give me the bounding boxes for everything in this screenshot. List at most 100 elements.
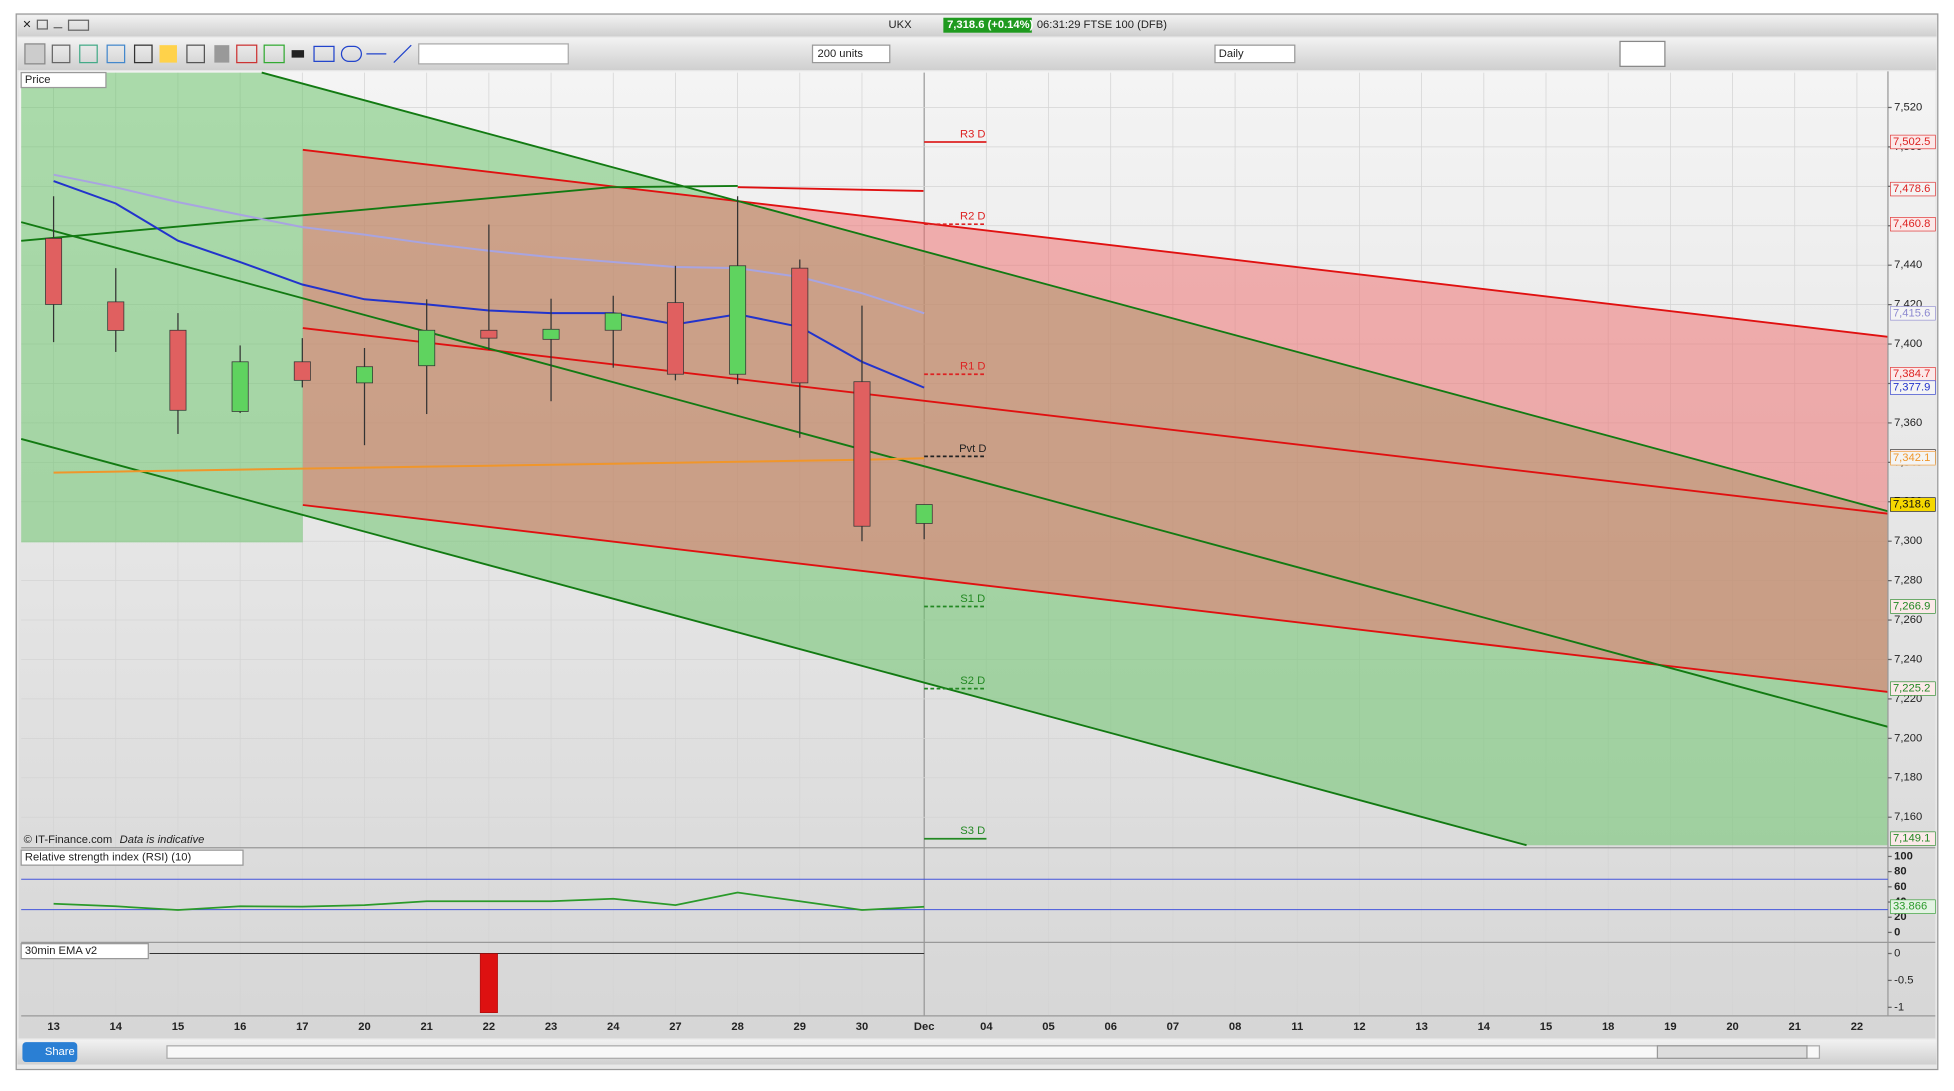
axis-label: 7,342.1 (1893, 452, 1930, 464)
candle-body (791, 267, 809, 384)
y-tick-label: 7,160 (1894, 811, 1922, 823)
rect-tool[interactable] (313, 45, 335, 62)
candle-body (542, 328, 560, 340)
scrollbar[interactable] (166, 1045, 1821, 1059)
scroll-thumb[interactable] (1656, 1045, 1808, 1059)
candle-body (666, 302, 684, 375)
chart-type-button[interactable] (1619, 40, 1666, 67)
settings-tool[interactable] (186, 44, 205, 64)
y-tick-label: 7,360 (1894, 417, 1922, 429)
trend-tool[interactable] (393, 44, 412, 64)
axis-label: 7,460.8 (1893, 218, 1930, 230)
axis-label-box (1890, 217, 1936, 232)
pivot-name: R3 D (960, 128, 986, 140)
wave-tool[interactable] (263, 44, 285, 64)
disclaimer: Data is indicative (120, 834, 205, 846)
pivot-name: S2 D (960, 675, 985, 687)
price-layer (20, 71, 1889, 847)
candle-body (480, 329, 498, 339)
x-tick-label: 12 (1353, 1021, 1365, 1033)
x-tick-label: 18 (1602, 1021, 1614, 1033)
ema-bar (479, 953, 498, 1013)
x-tick-label: 05 (1042, 1021, 1054, 1033)
y-tick-label: 80 (1894, 866, 1906, 878)
interval-select[interactable] (1214, 44, 1296, 64)
x-tick-label: 20 (358, 1021, 370, 1033)
x-tick-label: 06 (1104, 1021, 1116, 1033)
draw-tool[interactable] (79, 44, 98, 64)
x-tick-label: 28 (731, 1021, 743, 1033)
candle-body (231, 361, 249, 412)
panel-tag[interactable] (20, 71, 107, 89)
candle-body (356, 366, 373, 384)
red-line (302, 327, 1889, 515)
fib-tool[interactable] (236, 44, 258, 64)
ellipse-tool[interactable] (340, 45, 363, 62)
axis-label-box (1890, 497, 1936, 512)
axis-label-box (1890, 380, 1936, 395)
x-tick-label: 20 (1726, 1021, 1738, 1033)
clock: 06:31:29 FTSE 100 (DFB) (1037, 19, 1167, 31)
y-tick-label: -1 (1894, 1001, 1904, 1013)
candle-body (604, 312, 622, 331)
close-icon[interactable]: ✕ (22, 19, 31, 31)
panel-tag[interactable] (20, 943, 149, 960)
zoom-tool[interactable] (51, 44, 71, 64)
alert-tool[interactable] (159, 45, 177, 63)
y-tick-label: 100 (1894, 850, 1913, 862)
x-tick-label: 08 (1229, 1021, 1241, 1033)
x-tick-label: 22 (1851, 1021, 1863, 1033)
pivot-name: S1 D (960, 593, 985, 605)
layout-icon[interactable] (67, 19, 90, 31)
candle-body (853, 381, 871, 527)
restore-icon[interactable] (36, 19, 48, 30)
x-tick-label: 21 (420, 1021, 432, 1033)
y-tick-label: 60 (1894, 881, 1906, 893)
share-label: Share (45, 1046, 75, 1058)
x-tick-label: 11 (1291, 1021, 1303, 1033)
axis-label: 7,318.6 (1893, 498, 1930, 510)
candle-body (169, 329, 187, 411)
axis-label: 7,415.6 (1893, 307, 1930, 319)
x-tick-label: 24 (607, 1021, 620, 1033)
candle-body (293, 361, 311, 381)
symbol: UKX (889, 19, 913, 31)
axis-label: 7,225.2 (1893, 683, 1930, 695)
axis-label: 7,149.1 (1893, 833, 1930, 845)
x-tick-label: 23 (545, 1021, 557, 1033)
x-tick-label: Dec (914, 1021, 935, 1033)
axis-label-box (1890, 306, 1936, 321)
y-tick-label: 0 (1894, 926, 1900, 938)
arrow-tool[interactable] (291, 50, 305, 58)
x-tick-label: 13 (47, 1021, 59, 1033)
y-tick-label: 7,520 (1894, 101, 1922, 113)
candle-body (729, 265, 747, 375)
pointer-tool[interactable] (24, 43, 46, 65)
window-controls[interactable]: ✕ (22, 19, 90, 31)
y-tick-label: 7,180 (1894, 772, 1922, 784)
panel-tag[interactable] (20, 849, 244, 866)
candle-body (107, 301, 125, 331)
x-tick-label: 27 (669, 1021, 681, 1033)
axis-label: 7,502.5 (1893, 136, 1930, 148)
x-tick-label: 30 (856, 1021, 868, 1033)
x-tick-label: 16 (234, 1021, 246, 1033)
x-tick-label: 22 (483, 1021, 495, 1033)
tool-icons[interactable] (24, 40, 1666, 67)
share-button[interactable] (22, 1042, 78, 1063)
axis-label: 7,478.6 (1893, 183, 1930, 195)
color-palette[interactable] (418, 43, 569, 65)
pivot-name: Pvt D (959, 443, 986, 455)
axis-label: 7,377.9 (1893, 382, 1930, 394)
delete-tool[interactable] (214, 45, 230, 63)
y-tick-label: 20 (1894, 911, 1906, 923)
axis-label: 7,384.7 (1893, 368, 1930, 380)
units-select[interactable] (811, 44, 891, 64)
text-tool[interactable] (133, 44, 153, 64)
price-badge: 7,318.6 (+0.14%) (947, 19, 1034, 31)
raff-tool[interactable] (106, 44, 126, 64)
x-tick-label: 13 (1415, 1021, 1427, 1033)
y-tick-label: 0 (1894, 947, 1900, 959)
y-tick-label: 7,400 (1894, 338, 1922, 350)
x-tick-label: 19 (1664, 1021, 1676, 1033)
